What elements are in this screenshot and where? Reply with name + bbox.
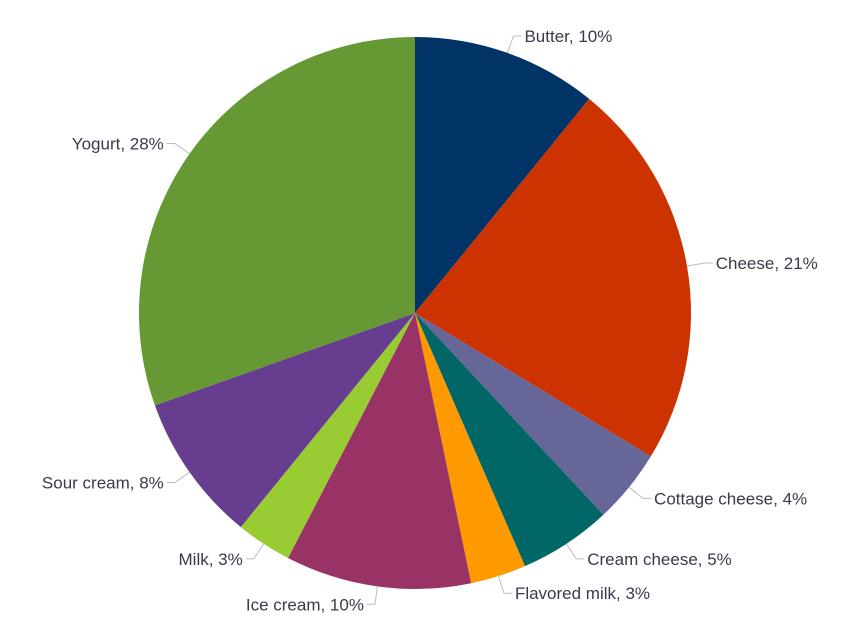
pie-label-butter: Butter, 10% bbox=[524, 27, 612, 46]
pie-label-ice-cream: Ice cream, 10% bbox=[246, 595, 364, 614]
leader-line-cream-cheese bbox=[565, 543, 585, 560]
pie-slice-ice-cream bbox=[288, 313, 472, 589]
pie-slice-yogurt bbox=[139, 37, 416, 406]
leader-line-butter bbox=[506, 35, 522, 54]
leader-line-milk bbox=[245, 543, 265, 560]
leader-line-cottage-cheese bbox=[628, 486, 652, 500]
pie-labels: Butter, 10% Cheese, 21% Cottage cheese, 4%… bbox=[42, 27, 818, 614]
pie-slice-cheese bbox=[415, 98, 691, 457]
pie-label-cheese: Cheese, 21% bbox=[716, 254, 818, 273]
pie-slice-butter bbox=[415, 37, 590, 313]
pie-leader-lines bbox=[166, 35, 713, 605]
leader-line-yogurt bbox=[166, 142, 190, 155]
leader-line-sour-cream bbox=[166, 471, 190, 484]
pie-slice-sour-cream bbox=[154, 313, 416, 528]
pie-label-flavored-milk: Flavored milk, 3% bbox=[515, 584, 650, 603]
pie-label-cream-cheese: Cream cheese, 5% bbox=[587, 550, 732, 569]
pie-label-cottage-cheese: Cottage cheese, 4% bbox=[654, 490, 807, 509]
pie-label-milk: Milk, 3% bbox=[179, 550, 243, 569]
pie-label-sour-cream: Sour cream, 8% bbox=[42, 474, 164, 493]
pie-slices bbox=[139, 37, 691, 589]
pie-slice-cream-cheese bbox=[415, 313, 604, 567]
pie-slice-cottage-cheese bbox=[415, 313, 651, 515]
pie-label-yogurt: Yogurt, 28% bbox=[72, 134, 164, 153]
pie-slice-milk bbox=[240, 313, 415, 559]
leader-line-ice-cream bbox=[366, 586, 378, 605]
pie-slice-flavored-milk bbox=[415, 313, 525, 584]
leader-line-flavored-milk bbox=[498, 575, 512, 594]
leader-line-cheese bbox=[686, 262, 713, 267]
